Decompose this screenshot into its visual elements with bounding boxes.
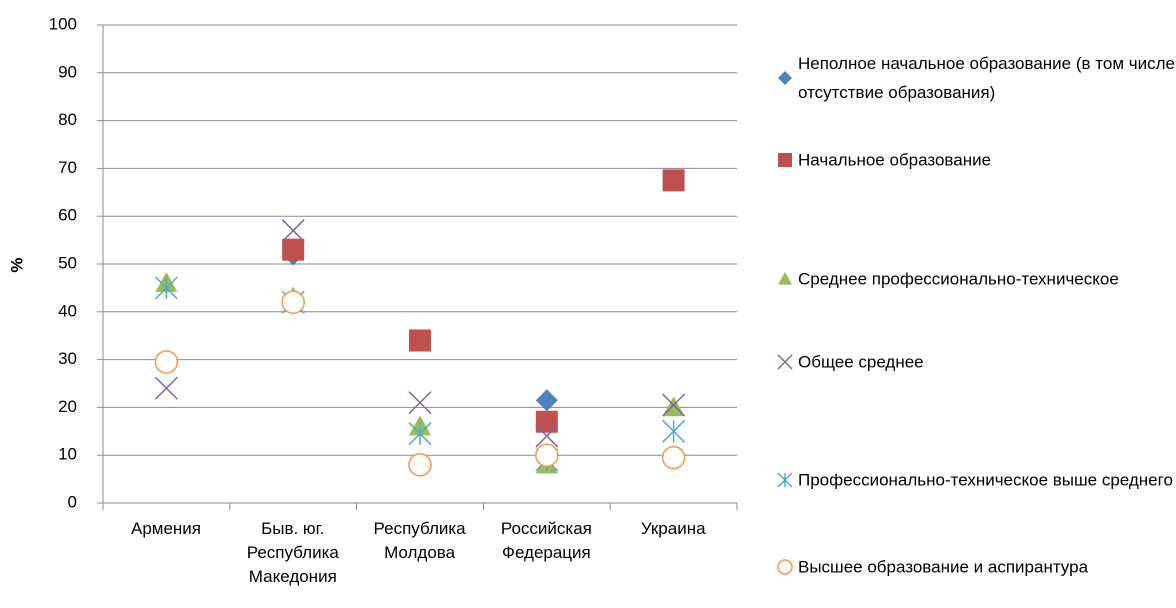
point [535,389,558,412]
legend-marker [777,472,793,488]
y-tick-label: 60 [58,206,77,225]
point [408,453,432,477]
y-tick-label: 70 [58,158,77,177]
y-tick-label: 100 [49,14,77,33]
point [408,422,432,446]
x-tick-label: Армения [130,519,202,538]
point [408,391,432,415]
x-tick-label: Украина [640,519,706,538]
point [535,424,559,448]
legend-label: Неполное начальное образование (в том чи… [798,54,1175,102]
y-tick-label: 80 [58,110,77,129]
point [409,329,431,352]
y-tick-label: 10 [58,445,77,464]
y-axis-label: % [7,257,26,272]
legend-marker [778,71,792,85]
point [281,290,305,314]
x-tick-label: Российская Федерация [500,519,592,562]
y-tick-label: 20 [58,397,77,416]
point [535,410,558,433]
legend-marker [778,153,792,167]
legend-marker [777,559,793,575]
legend-marker [778,272,792,285]
point [662,419,686,443]
point [154,376,178,400]
legend-marker [777,354,793,370]
point [154,276,178,300]
y-tick-label: 40 [58,301,77,320]
point [282,238,305,261]
y-tick-label: 90 [58,62,77,81]
legend-label: Высшее образование и аспирантура [798,557,1089,577]
point [535,443,559,467]
point [281,219,305,243]
point [661,445,686,470]
y-tick-label: 0 [68,492,77,511]
x-tick-label: Республика Молдова [373,519,466,562]
legend-label: Начальное образование [798,150,992,170]
x-tick-label: Быв. юг. Республика Македония [246,519,339,586]
y-tick-label: 50 [58,253,77,272]
point [662,169,685,192]
legend-label: Общее среднее [798,352,924,372]
point [154,350,179,374]
point [662,393,686,417]
legend-label: Среднее профессионально-техническое [798,269,1119,289]
y-tick-label: 30 [58,349,77,368]
legend-label: Профессионально-техническое выше среднег… [798,470,1173,490]
